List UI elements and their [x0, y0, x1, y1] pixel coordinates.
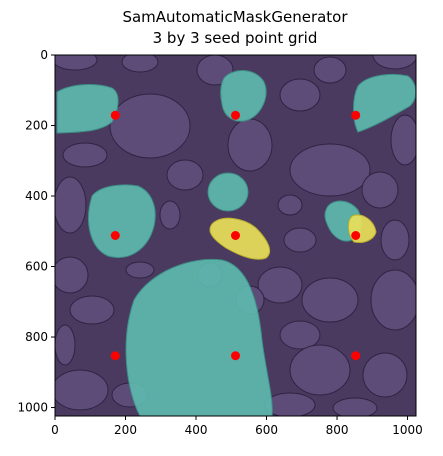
y-tick-label: 800 — [25, 330, 48, 344]
mask-large-bottom — [125, 258, 273, 416]
plot-frame — [54, 54, 417, 417]
yellow-masks — [209, 214, 377, 260]
x-tick-label: 200 — [114, 423, 137, 437]
y-tick-label: 0 — [40, 48, 48, 62]
seed-point — [231, 110, 240, 120]
mask-top-left — [56, 84, 119, 134]
y-tick-label: 1000 — [17, 401, 48, 415]
mask-image — [55, 55, 416, 416]
y-axis: 0 200 400 600 800 1000 — [17, 48, 55, 415]
y-tick-label: 600 — [25, 260, 48, 274]
x-tick-label: 800 — [326, 423, 349, 437]
x-tick-label: 1000 — [392, 423, 423, 437]
seed-point — [231, 351, 240, 361]
x-tick-label: 600 — [255, 423, 278, 437]
mask-center-yellow — [209, 217, 271, 260]
seed-points — [110, 110, 361, 361]
mask-left-middle — [88, 184, 156, 258]
seed-point — [110, 351, 120, 361]
seed-point — [231, 231, 240, 240]
chart-title-line-2: 3 by 3 seed point grid — [153, 29, 318, 47]
y-tick-label: 400 — [25, 189, 48, 203]
seed-point — [110, 110, 120, 120]
teal-masks — [56, 70, 416, 416]
x-tick-label: 400 — [185, 423, 208, 437]
chart-title-line-1: SamAutomaticMaskGenerator — [122, 8, 348, 26]
mask-top-center — [220, 70, 267, 122]
y-tick-label: 200 — [25, 119, 48, 133]
mask-center-small — [207, 172, 249, 212]
seed-point — [351, 351, 361, 361]
seed-point — [351, 231, 361, 240]
x-axis: 0 200 400 600 800 1000 — [51, 416, 423, 437]
seed-point — [110, 231, 120, 240]
x-tick-label: 0 — [51, 423, 59, 437]
seed-point — [351, 110, 361, 120]
